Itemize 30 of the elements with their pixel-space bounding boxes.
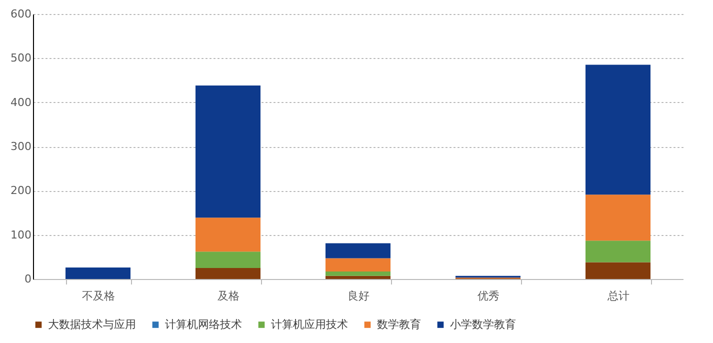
x-tick-label: 优秀 xyxy=(478,290,500,302)
bar xyxy=(196,268,260,279)
x-tick-label: 良好 xyxy=(348,290,370,302)
bar xyxy=(196,86,260,218)
bar xyxy=(586,64,650,195)
bar xyxy=(326,258,390,272)
y-tick-label: 300 xyxy=(10,140,32,153)
x-tick-label: 不及格 xyxy=(82,290,115,302)
y-tick-label: 100 xyxy=(10,228,32,242)
legend-label: 小学数学教育 xyxy=(450,318,516,331)
y-tick-label: 400 xyxy=(10,96,32,109)
y-tick-label: 0 xyxy=(24,272,32,286)
bar xyxy=(586,240,650,262)
bar xyxy=(196,252,260,268)
y-tick-label: 600 xyxy=(10,8,32,20)
y-tick-label: 500 xyxy=(10,52,32,65)
x-tick-label: 及格 xyxy=(218,290,240,302)
bar xyxy=(586,262,650,279)
y-tick-label: 200 xyxy=(10,184,32,198)
x-tick-label: 总计 xyxy=(606,290,630,302)
legend-label: 数学教育 xyxy=(377,318,421,331)
legend-label: 计算机网络技术 xyxy=(165,318,242,331)
legend-label: 大数据技术与应用 xyxy=(48,318,136,331)
bar xyxy=(326,243,390,258)
bar xyxy=(586,194,650,241)
legend-label: 计算机应用技术 xyxy=(271,318,348,331)
bar xyxy=(196,218,260,252)
bar xyxy=(326,276,390,279)
bar xyxy=(66,268,130,279)
bar xyxy=(326,271,390,276)
